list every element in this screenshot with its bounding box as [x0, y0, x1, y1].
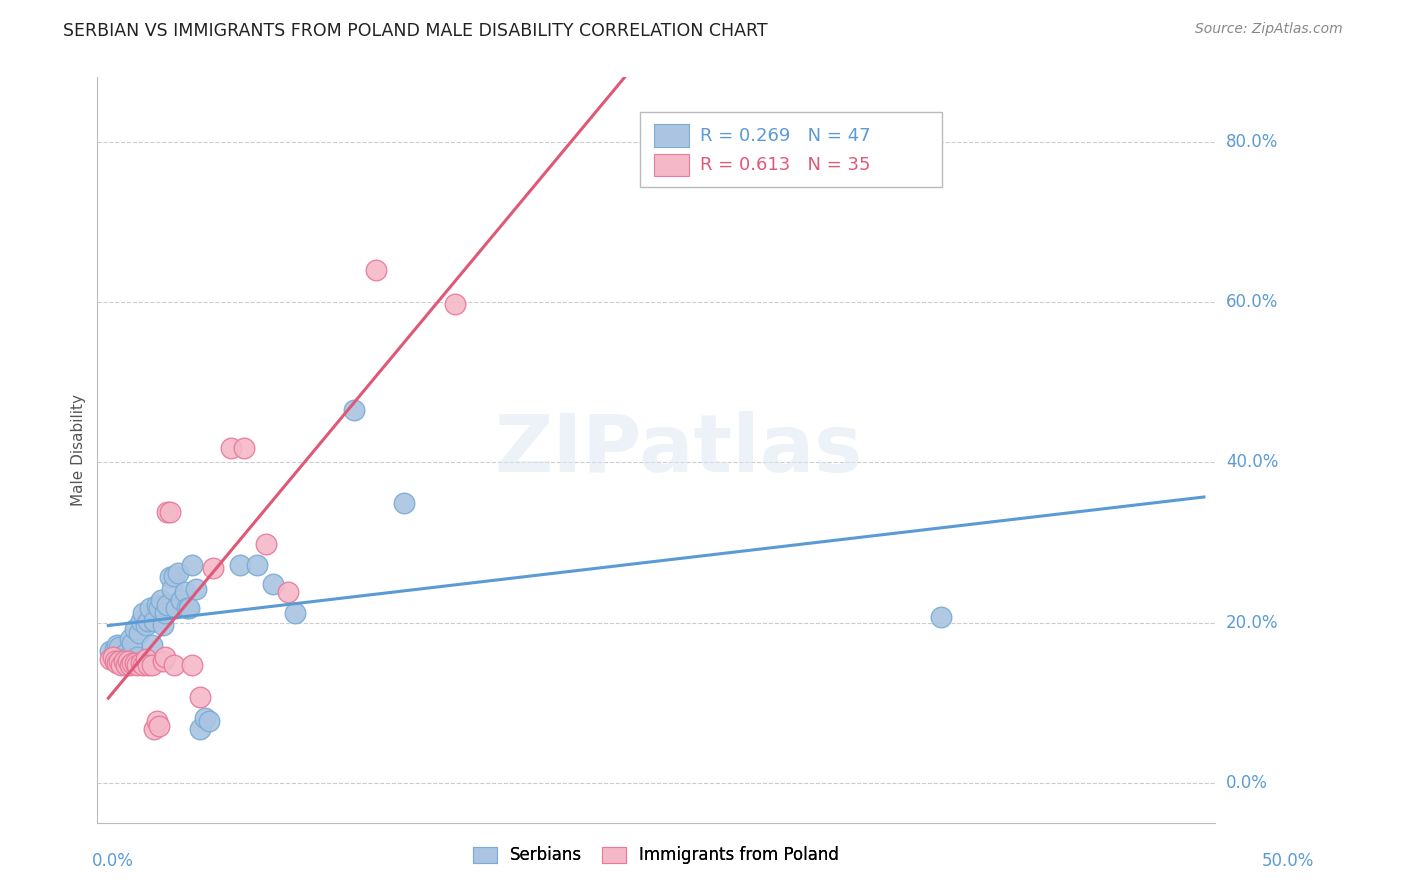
Point	[139, 601, 162, 615]
Point	[129, 656, 152, 670]
Point	[202, 561, 225, 575]
Text: SERBIAN VS IMMIGRANTS FROM POLAND MALE DISABILITY CORRELATION CHART: SERBIAN VS IMMIGRANTS FROM POLAND MALE D…	[63, 22, 768, 40]
Point	[149, 593, 172, 607]
Point	[117, 649, 139, 664]
Point	[165, 601, 187, 615]
Point	[110, 649, 132, 664]
Point	[148, 601, 170, 615]
Point	[124, 656, 146, 670]
Point	[104, 655, 127, 669]
Point	[284, 607, 307, 621]
Y-axis label: Male Disability: Male Disability	[72, 394, 86, 507]
Point	[132, 657, 155, 672]
Point	[112, 648, 135, 662]
Point	[125, 649, 148, 664]
Point	[163, 569, 186, 583]
Point	[159, 570, 181, 584]
Point	[115, 657, 138, 672]
Point	[155, 607, 177, 621]
Point	[929, 609, 952, 624]
Point	[135, 618, 157, 632]
Point	[143, 722, 166, 736]
Point	[188, 722, 211, 736]
Text: 0.0%: 0.0%	[91, 852, 134, 870]
Point	[184, 582, 207, 597]
Point	[198, 714, 221, 728]
Text: 60.0%: 60.0%	[1226, 293, 1278, 311]
Point	[143, 615, 166, 629]
Point	[135, 652, 157, 666]
Text: R = 0.269   N = 47: R = 0.269 N = 47	[700, 127, 870, 145]
Point	[194, 710, 217, 724]
Text: R = 0.613   N = 35: R = 0.613 N = 35	[700, 156, 870, 174]
Point	[108, 640, 131, 654]
Point	[159, 505, 181, 519]
Point	[443, 296, 465, 310]
Point	[100, 652, 122, 666]
Point	[167, 566, 190, 581]
Point	[124, 623, 146, 637]
Point	[233, 441, 256, 455]
Point	[136, 615, 159, 629]
Point	[141, 638, 163, 652]
Point	[100, 644, 122, 658]
Point	[110, 657, 132, 672]
Point	[364, 263, 387, 277]
Legend: Serbians, Immigrants from Poland: Serbians, Immigrants from Poland	[467, 839, 845, 871]
Point	[104, 641, 127, 656]
Point	[277, 585, 299, 599]
Point	[105, 639, 128, 653]
Point	[145, 599, 167, 613]
Point	[392, 495, 415, 509]
Point	[160, 582, 183, 597]
Point	[156, 599, 179, 613]
Point	[125, 657, 148, 672]
Point	[120, 632, 142, 646]
Text: 40.0%: 40.0%	[1226, 453, 1278, 472]
Text: 0.0%: 0.0%	[1226, 774, 1268, 792]
Point	[128, 625, 150, 640]
Point	[246, 558, 269, 573]
Point	[129, 615, 152, 629]
Text: 80.0%: 80.0%	[1226, 133, 1278, 151]
Point	[115, 647, 138, 661]
Point	[229, 558, 252, 573]
Point	[145, 714, 167, 728]
Text: ZIPatlas: ZIPatlas	[495, 411, 863, 490]
Point	[169, 593, 191, 607]
Point	[152, 617, 174, 632]
Point	[121, 656, 143, 670]
Text: 20.0%: 20.0%	[1226, 614, 1278, 632]
Point	[101, 649, 124, 664]
Point	[254, 537, 277, 551]
Point	[156, 505, 179, 519]
Point	[148, 718, 170, 732]
Point	[112, 655, 135, 669]
Point	[105, 656, 128, 670]
Text: Source: ZipAtlas.com: Source: ZipAtlas.com	[1195, 22, 1343, 37]
Point	[141, 657, 163, 672]
Point	[174, 585, 197, 599]
Point	[343, 403, 366, 417]
Point	[155, 649, 177, 664]
Point	[180, 657, 202, 672]
Point	[163, 657, 186, 672]
Point	[176, 601, 198, 615]
Point	[180, 558, 202, 573]
Point	[136, 657, 159, 672]
Text: 50.0%: 50.0%	[1263, 852, 1315, 870]
Point	[262, 577, 284, 591]
Point	[152, 655, 174, 669]
Point	[132, 607, 155, 621]
Point	[188, 690, 211, 704]
Point	[108, 655, 131, 669]
Point	[117, 655, 139, 669]
Point	[179, 601, 201, 615]
Point	[120, 657, 142, 672]
Point	[219, 441, 242, 455]
Point	[121, 636, 143, 650]
